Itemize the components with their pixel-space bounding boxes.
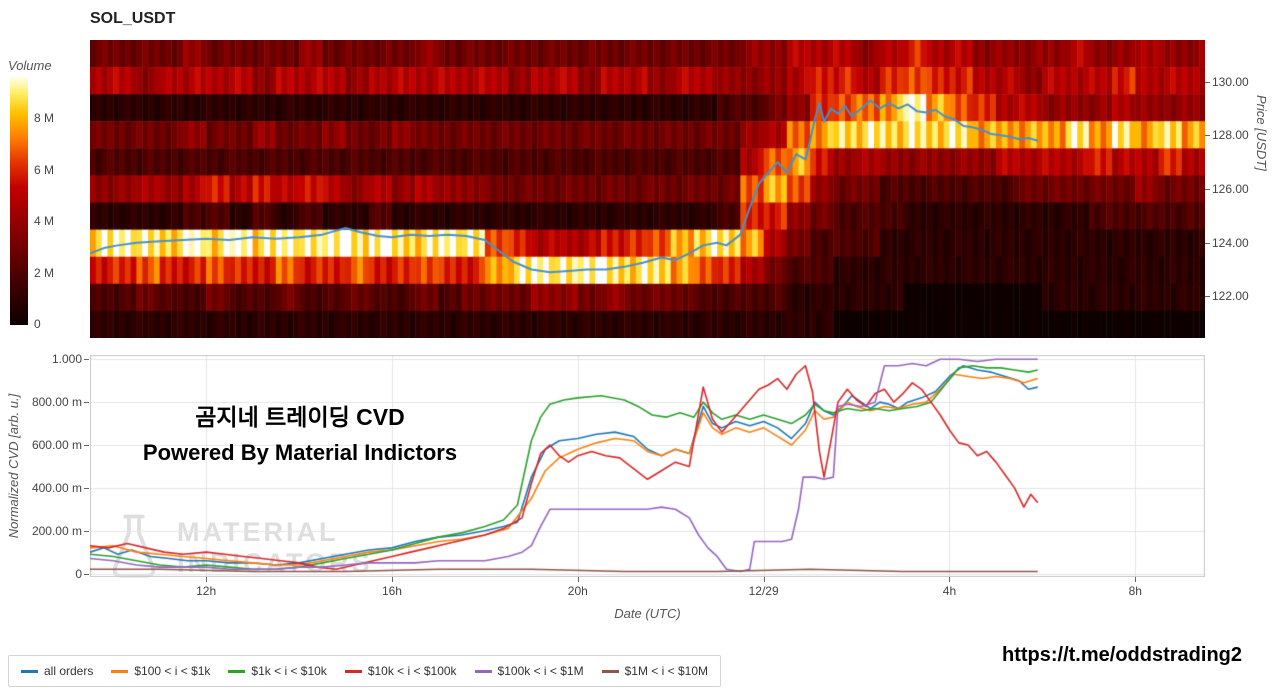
legend-item[interactable]: $100k < i < $1M [474,664,584,678]
volume-heatmap-canvas[interactable] [90,40,1205,338]
overlay-caption-korean: 곰지네 트레이딩 CVD [195,404,405,430]
price-tick-label: 130.00 [1212,74,1249,89]
cvd-tick-mark [84,445,89,446]
legend-label: $100k < i < $1M [497,664,584,678]
price-tick-label: 122.00 [1212,289,1249,304]
x-tick-label: 16h [381,584,402,598]
legend: all orders $100 < i < $1k $1k < i < $10k $1… [8,655,721,687]
x-tick-label: 20h [567,584,588,598]
cvd-tick-label: 400.00 m [31,480,82,495]
price-tick-mark [1205,189,1210,190]
x-tick-label: 4h [942,584,957,598]
volume-colorbar-gradient [10,75,28,325]
cvd-tick-mark [84,402,89,404]
telegram-url: https://t.me/oddstrading2 [1002,644,1242,666]
legend-item[interactable]: $1k < i < $10k [228,664,327,678]
x-tick-mark [763,577,765,582]
cvd-tick-label: 200.00 m [31,523,82,538]
cvd-tick-label: 1.000 [51,352,82,367]
x-axis-title: Date (UTC) [614,606,681,621]
price-tick-mark [1205,242,1210,244]
price-axis-title: Price [USDT] [1254,95,1269,171]
legend-swatch [228,669,246,673]
x-tick-mark [391,577,393,582]
price-tick-label: 124.00 [1212,235,1249,250]
price-tick-mark [1205,135,1210,137]
x-tick-mark [1135,577,1137,582]
cvd-tick-label: 800.00 m [31,395,82,410]
x-tick-label: 8h [1128,584,1142,598]
x-tick-mark [206,577,208,582]
cvd-tick-label: 0 [75,566,82,581]
price-tick-mark [1205,296,1210,298]
legend-item[interactable]: $100 < i < $1k [111,664,210,678]
x-tick-mark [577,577,579,582]
legend-label: $1k < i < $10k [251,664,327,678]
legend-label: $10k < i < $100k [367,664,457,678]
cvd-tick-mark [84,487,89,489]
legend-swatch [474,669,492,673]
legend-swatch [344,669,362,673]
cvd-tick-mark [84,530,89,532]
legend-swatch [111,669,129,673]
volume-colorbar-title: Volume [8,58,52,73]
x-tick-label: 12h [196,584,217,598]
cvd-tick-mark [84,359,89,361]
legend-swatch [601,669,619,673]
price-tick-label: 128.00 [1212,128,1249,143]
cvd-tick-mark [84,573,89,575]
legend-label: $100 < i < $1k [134,664,211,678]
legend-item[interactable]: all orders [21,664,93,678]
x-tick-label: 12/29 [748,584,779,598]
legend-swatch [21,669,38,673]
overlay-caption: 곰지네 트레이딩 CVD Powered By Material Indicto… [100,398,500,466]
legend-item[interactable]: $1M < i < $10M [601,664,708,678]
chart-title: SOL_USDT [90,10,176,27]
price-tick-mark [1205,81,1210,83]
volume-tick-label: 2 M [34,265,55,280]
volume-tick-label: 4 M [34,214,55,228]
volume-tick-label: 8 M [34,111,55,125]
legend-item[interactable]: $10k < i < $100k [344,664,457,678]
cvd-axis-title: Normalized CVD [arb. u.] [6,393,21,539]
overlay-caption-powered-by: Powered By Material Indictors [142,440,458,465]
volume-tick-label: 6 M [34,162,55,177]
volume-tick-label: 0 [34,317,41,331]
price-tick-label: 126.00 [1212,182,1249,196]
legend-label: all orders [44,664,94,678]
x-tick-mark [949,577,951,582]
legend-label: $1M < i < $10M [624,664,708,678]
cvd-line-chart-canvas[interactable] [90,355,1205,577]
cvd-tick-label: 600.00 m [31,438,82,452]
